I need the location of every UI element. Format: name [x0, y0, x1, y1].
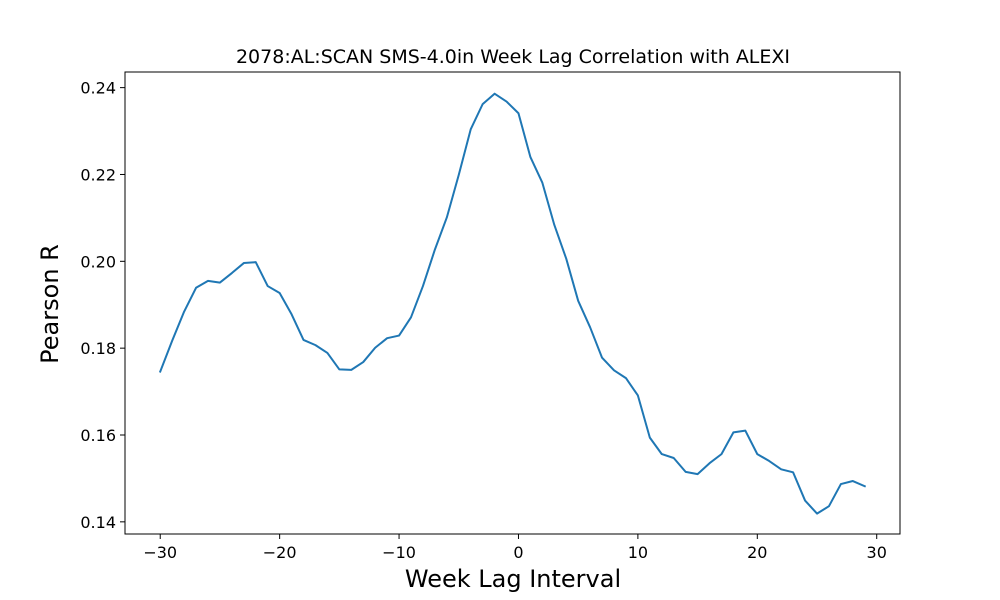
series-line — [158, 92, 867, 515]
y-tick-label: 0.22 — [80, 165, 116, 184]
y-tick-label: 0.20 — [80, 252, 116, 271]
y-axis-label: Pearson R — [36, 244, 64, 364]
y-tick-label: 0.16 — [80, 426, 116, 445]
x-tick-label: 0 — [513, 543, 523, 562]
x-tick-label: −10 — [382, 543, 416, 562]
x-tick-label: 30 — [867, 543, 887, 562]
y-tick-label: 0.24 — [80, 79, 116, 98]
plot-frame — [124, 71, 901, 535]
x-axis-label: Week Lag Interval — [405, 565, 621, 593]
y-tick-label: 0.14 — [80, 513, 116, 532]
x-tick-label: −30 — [143, 543, 177, 562]
x-tick-label: −20 — [263, 543, 297, 562]
y-tick-label: 0.18 — [80, 339, 116, 358]
chart-title: 2078:AL:SCAN SMS-4.0in Week Lag Correlat… — [236, 46, 790, 68]
x-tick-label: 20 — [747, 543, 767, 562]
x-tick-label: 10 — [628, 543, 648, 562]
